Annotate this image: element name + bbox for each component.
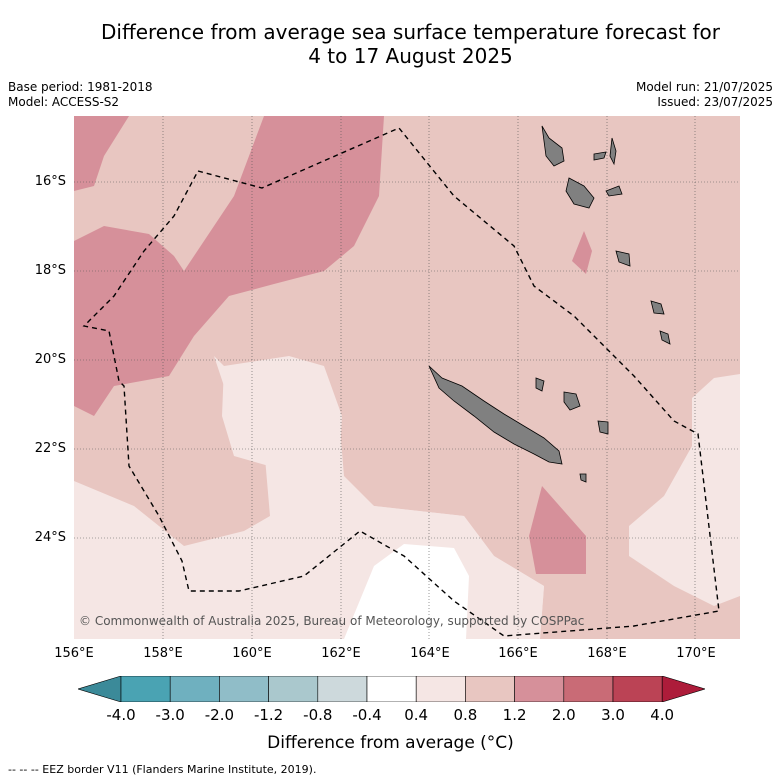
eez-legend: -- -- -- EEZ border V11 (Flanders Marine… (8, 763, 317, 776)
colorbar-swatch (169, 676, 220, 702)
vanuatu-island-8 (659, 330, 671, 345)
colorbar-tick-label: 3.0 (601, 706, 625, 724)
meta-right: Model run: 21/07/2025 Issued: 23/07/2025 (636, 80, 773, 110)
colorbar-tick-label: -3.0 (155, 706, 185, 724)
meta-left: Base period: 1981-2018 Model: ACCESS-S2 (8, 80, 153, 110)
copyright-notice: © Commonwealth of Australia 2025, Bureau… (79, 614, 585, 628)
lon-label-160e: 160°E (232, 646, 272, 661)
anomaly-high-region-northwest (74, 116, 384, 416)
lon-label-158e: 158°E (143, 646, 183, 661)
sst-map (74, 116, 740, 639)
new-caledonia-island (428, 365, 563, 465)
vanuatu-island-6 (615, 250, 631, 267)
lon-label-166e: 166°E (498, 646, 538, 661)
colorbar-swatch (317, 676, 368, 702)
colorbar-tick-label: -2.0 (204, 706, 235, 724)
vanuatu-island-7 (650, 300, 665, 315)
lon-label-162e: 162°E (321, 646, 361, 661)
colorbar-swatch (219, 676, 269, 702)
colorbar-swatch (612, 676, 663, 702)
colorbar-swatch (563, 676, 614, 702)
lon-label-168e: 168°E (587, 646, 627, 661)
colorbar-tick-label: -0.8 (303, 706, 333, 724)
vanuatu-island-1 (541, 125, 565, 167)
anomaly-high-region-south (529, 486, 586, 574)
vanuatu-island-3 (609, 137, 617, 166)
base-period: Base period: 1981-2018 (8, 80, 153, 94)
lat-label-24s: 24°S (34, 530, 66, 545)
title-line-1: Difference from average sea surface temp… (100, 20, 720, 44)
lat-label-18s: 18°S (34, 263, 66, 278)
colorbar-swatch (120, 676, 171, 702)
anomaly-high-region-north (74, 116, 129, 191)
lon-label-170e: 170°E (676, 646, 716, 661)
colorbar-tick-label: -4.0 (106, 706, 136, 724)
model-run: Model run: 21/07/2025 (635, 80, 773, 94)
lon-label-156e: 156°E (54, 646, 94, 661)
lat-label-22s: 22°S (34, 441, 66, 456)
landmasses (428, 125, 671, 483)
colorbar-tick-label: -0.4 (352, 706, 382, 724)
vanuatu-island-2 (565, 177, 595, 209)
colorbar-tick-label: 1.2 (502, 706, 527, 724)
colorbar-low-extend (78, 676, 122, 702)
anomaly-low-region-small (284, 552, 322, 564)
colorbar-tick-label: 4.0 (650, 706, 675, 724)
colorbar-title: Difference from average (°C) (267, 733, 514, 753)
lat-label-16s: 16°S (34, 174, 66, 189)
colorbar-tick-label: 0.4 (404, 706, 429, 724)
loyalty-island-1 (563, 391, 581, 411)
title-line-2: 4 to 17 August 2025 (308, 44, 513, 68)
vanuatu-island-4 (593, 151, 607, 161)
colorbar-swatch (415, 676, 466, 702)
colorbar-swatch (268, 676, 319, 702)
anomaly-high-region-small (572, 231, 592, 274)
loyalty-island-3 (535, 377, 545, 392)
eez-border (82, 127, 720, 637)
colorbar (78, 676, 705, 702)
map-title: Difference from average sea surface temp… (40, 20, 781, 68)
vanuatu-island-5 (605, 185, 623, 197)
model-name: Model: ACCESS-S2 (8, 95, 120, 109)
anomaly-low-region-east (629, 374, 740, 606)
graticule (74, 116, 740, 639)
colorbar-tick-label: 2.0 (551, 706, 576, 724)
matthew-island (579, 473, 587, 483)
issued-date: Issued: 23/07/2025 (657, 95, 773, 109)
lat-label-20s: 20°S (34, 352, 66, 367)
colorbar-swatch (514, 676, 565, 702)
colorbar-high-extend (661, 676, 705, 702)
colorbar-swatch (465, 676, 515, 702)
loyalty-island-2 (597, 420, 609, 435)
colorbar-tick-label: -1.2 (253, 706, 284, 724)
lon-label-164e: 164°E (410, 646, 450, 661)
anomaly-neutral-region (344, 544, 469, 639)
colorbar-swatch (366, 676, 417, 702)
colorbar-tick-label: 0.8 (453, 706, 478, 724)
